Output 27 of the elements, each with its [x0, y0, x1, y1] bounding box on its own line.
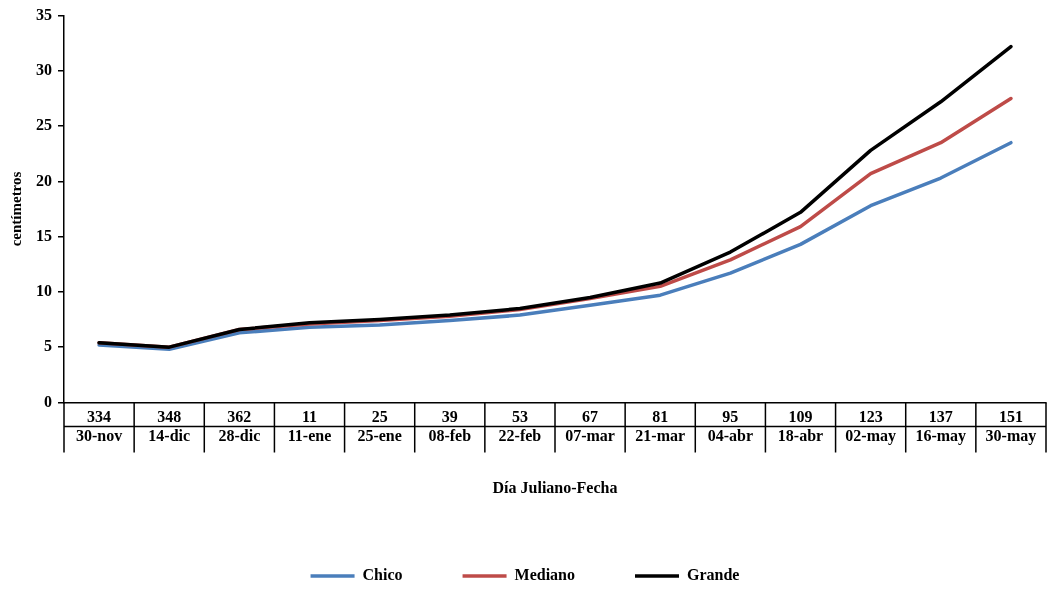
x-tick-label: 81 21-mar — [635, 408, 686, 445]
y-tick-label: 15 — [36, 226, 52, 244]
y-tick-label: 30 — [36, 61, 52, 78]
x-tick-label: 25 25-ene — [357, 408, 402, 445]
x-tick-label: 334 30-nov — [75, 408, 123, 445]
legend-label: Grande — [687, 566, 740, 584]
x-tick-label: 39 08-feb — [428, 408, 472, 445]
y-tick-label: 25 — [36, 116, 52, 134]
x-tick-label: 109 18-abr — [777, 408, 824, 445]
x-tick-label: 11 11-ene — [287, 408, 332, 445]
x-tick-label: 67 07-mar — [565, 408, 615, 445]
x-tick-label: 95 04-abr — [707, 408, 754, 445]
x-axis-title: Día Juliano-Fecha — [492, 478, 618, 496]
x-tick-label: 137 16-may — [915, 408, 967, 446]
y-tick-label: 20 — [36, 171, 52, 189]
y-tick-label: 5 — [44, 337, 52, 355]
legend-label: Chico — [362, 566, 403, 584]
y-axis-title: centímetros — [7, 171, 24, 247]
x-tick-label: 348 14-dic — [148, 408, 191, 445]
legend-label: Mediano — [514, 566, 576, 584]
y-tick-label: 10 — [36, 282, 52, 300]
y-tick-label: 35 — [36, 5, 52, 23]
x-tick-label: 151 30-may — [985, 408, 1037, 446]
x-tick-label: 123 02-may — [845, 408, 896, 446]
x-tick-label: 53 22-feb — [498, 408, 542, 445]
x-tick-label: 362 28-dic — [218, 408, 261, 445]
y-tick-label: 0 — [44, 392, 52, 410]
